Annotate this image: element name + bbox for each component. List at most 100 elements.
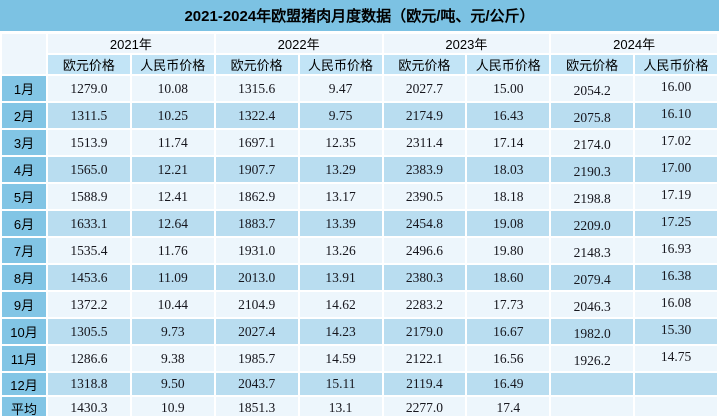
month-label: 12月 <box>0 371 48 397</box>
month-label: 7月 <box>0 236 48 265</box>
price-cell: 16.56 <box>465 344 552 373</box>
price-cell: 12.64 <box>129 209 216 238</box>
subheader-rmb-2023: 人民币价格 <box>465 53 552 76</box>
subheader-rmb-2024: 人民币价格 <box>633 53 719 76</box>
price-cell: 2027.7 <box>381 74 468 103</box>
month-label: 平均 <box>0 395 48 416</box>
price-cell: 16.38 <box>633 263 719 292</box>
table-row: 11月 1286.6 9.38 1985.7 14.59 2122.1 16.56 1926.… <box>0 344 719 373</box>
price-cell: 13.39 <box>297 209 384 238</box>
subheader-rmb-2022: 人民币价格 <box>297 53 384 76</box>
table-row: 9月 1372.2 10.44 2104.9 14.62 2283.2 17.73 2046.… <box>0 290 719 319</box>
price-cell: 2198.8 <box>549 182 636 211</box>
price-cell: 1883.7 <box>213 209 300 238</box>
price-cell: 2179.0 <box>381 317 468 346</box>
price-cell: 14.62 <box>297 290 384 319</box>
month-label: 3月 <box>0 128 48 157</box>
price-cell: 2013.0 <box>213 263 300 292</box>
year-header-2023: 2023年 <box>381 32 552 55</box>
price-cell: 2174.0 <box>549 128 636 157</box>
table-row: 平均 1430.3 10.9 1851.3 13.1 2277.0 17.4 <box>0 395 719 416</box>
price-cell: 16.93 <box>633 236 719 265</box>
price-cell: 1286.6 <box>46 344 132 373</box>
price-cell: 1279.0 <box>46 74 132 103</box>
price-cell: 2277.0 <box>381 395 468 416</box>
table-row: 8月 1453.6 11.09 2013.0 13.91 2380.3 18.60 2079.… <box>0 263 719 292</box>
price-cell: 17.02 <box>633 128 719 157</box>
price-cell: 13.17 <box>297 182 384 211</box>
price-cell: 1430.3 <box>46 395 132 416</box>
price-cell: 10.25 <box>129 101 216 130</box>
price-cell: 19.08 <box>465 209 552 238</box>
subheader-eur-2024: 欧元价格 <box>549 53 636 76</box>
price-cell: 13.29 <box>297 155 384 184</box>
price-cell: 16.49 <box>465 371 552 397</box>
price-cell: 1982.0 <box>549 317 636 346</box>
price-cell: 13.1 <box>297 395 384 416</box>
price-cell: 2075.8 <box>549 101 636 130</box>
price-cell <box>633 395 719 416</box>
year-header-2022: 2022年 <box>213 32 384 55</box>
price-cell: 19.80 <box>465 236 552 265</box>
price-cell: 2054.2 <box>549 74 636 103</box>
price-cell: 2311.4 <box>381 128 468 157</box>
price-cell: 1311.5 <box>46 101 132 130</box>
price-cell: 18.03 <box>465 155 552 184</box>
table-row: 6月 1633.1 12.64 1883.7 13.39 2454.8 19.08 2209.… <box>0 209 719 238</box>
price-cell: 16.00 <box>633 74 719 103</box>
price-cell: 2283.2 <box>381 290 468 319</box>
price-cell: 9.38 <box>129 344 216 373</box>
price-cell: 1305.5 <box>46 317 132 346</box>
price-cell: 13.91 <box>297 263 384 292</box>
price-cell: 10.08 <box>129 74 216 103</box>
price-cell: 15.00 <box>465 74 552 103</box>
price-cell: 2104.9 <box>213 290 300 319</box>
price-cell: 1513.9 <box>46 128 132 157</box>
price-cell: 1535.4 <box>46 236 132 265</box>
month-label: 2月 <box>0 101 48 130</box>
price-cell: 16.43 <box>465 101 552 130</box>
table-row: 1月 1279.0 10.08 1315.6 9.47 2027.7 15.00 2054.2… <box>0 74 719 103</box>
price-cell: 2380.3 <box>381 263 468 292</box>
price-cell: 11.76 <box>129 236 216 265</box>
price-cell: 10.9 <box>129 395 216 416</box>
price-cell: 9.75 <box>297 101 384 130</box>
price-cell: 9.47 <box>297 74 384 103</box>
price-cell: 15.11 <box>297 371 384 397</box>
subheader-row: 欧元价格 人民币价格 欧元价格 人民币价格 欧元价格 人民币价格 欧元价格 人民… <box>1 53 719 76</box>
price-cell: 16.10 <box>633 101 719 130</box>
price-cell: 2454.8 <box>381 209 468 238</box>
price-cell: 1453.6 <box>46 263 132 292</box>
month-label: 9月 <box>0 290 48 319</box>
price-cell: 17.19 <box>633 182 719 211</box>
table-row: 10月 1305.5 9.73 2027.4 14.23 2179.0 16.67 1982.… <box>0 317 719 346</box>
subheader-eur-2023: 欧元价格 <box>381 53 468 76</box>
price-cell: 12.35 <box>297 128 384 157</box>
table-title: 2021-2024年欧盟猪肉月度数据（欧元/吨、元/公斤） <box>0 0 719 32</box>
price-cell: 16.67 <box>465 317 552 346</box>
table-row: 3月 1513.9 11.74 1697.1 12.35 2311.4 17.14 2174.… <box>0 128 719 157</box>
price-cell <box>549 371 636 397</box>
price-cell: 10.44 <box>129 290 216 319</box>
price-cell <box>633 371 719 397</box>
price-cell: 14.59 <box>297 344 384 373</box>
month-label: 8月 <box>0 263 48 292</box>
month-label: 6月 <box>0 209 48 238</box>
month-label: 1月 <box>0 74 48 103</box>
price-cell: 14.75 <box>633 344 719 373</box>
price-cell: 2148.3 <box>549 236 636 265</box>
table-row: 5月 1588.9 12.41 1862.9 13.17 2390.5 18.18 2198.… <box>0 182 719 211</box>
price-cell: 17.73 <box>465 290 552 319</box>
price-cell: 2174.9 <box>381 101 468 130</box>
price-cell: 2119.4 <box>381 371 468 397</box>
price-cell: 11.74 <box>129 128 216 157</box>
price-cell: 12.21 <box>129 155 216 184</box>
price-cell: 1985.7 <box>213 344 300 373</box>
price-cell: 1931.0 <box>213 236 300 265</box>
price-cell: 17.25 <box>633 209 719 238</box>
price-cell: 17.00 <box>633 155 719 184</box>
subheader-rmb-2021: 人民币价格 <box>129 53 216 76</box>
table-row: 12月 1318.8 9.50 2043.7 15.11 2119.4 16.49 <box>0 371 719 397</box>
price-cell: 1633.1 <box>46 209 132 238</box>
